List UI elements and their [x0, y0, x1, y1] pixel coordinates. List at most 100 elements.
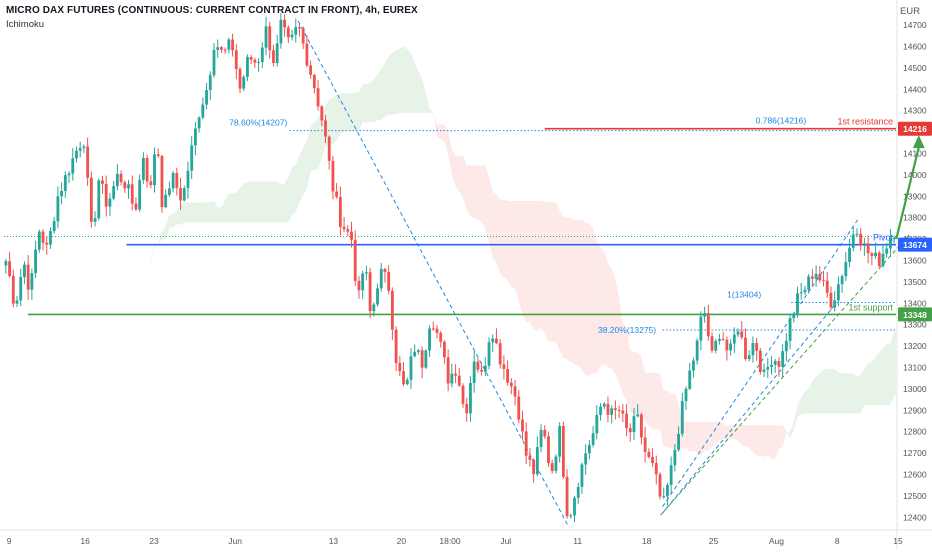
candle-body: [131, 184, 134, 203]
candle-body: [235, 50, 238, 69]
cloud-segment: [812, 376, 816, 413]
candle-body: [142, 158, 145, 180]
candle-body: [439, 333, 442, 342]
support-label: 1st support: [848, 302, 893, 312]
cloud-segment: [838, 373, 842, 413]
candle-body: [859, 234, 862, 246]
cloud-segment: [638, 352, 642, 418]
cloud-segment: [177, 206, 181, 224]
candle-body: [198, 118, 201, 129]
candle-body: [514, 386, 517, 396]
cloud-segment: [534, 201, 538, 330]
candle-body: [19, 277, 22, 300]
y-tick-label: 12600: [903, 470, 927, 480]
candle-body: [852, 234, 855, 247]
candle-body: [213, 50, 216, 75]
support-price-tag-text: 13348: [903, 310, 927, 320]
y-tick-label: 12400: [903, 512, 927, 522]
cloud-segment: [273, 181, 277, 222]
cloud-segment: [857, 374, 861, 413]
candle-body: [740, 331, 743, 337]
cloud-segment: [515, 201, 519, 300]
candle-body: [532, 460, 535, 474]
candle-body: [123, 182, 126, 188]
cloud-segment: [433, 112, 437, 137]
cloud-segment: [504, 199, 508, 280]
cloud-segment: [853, 373, 857, 413]
cloud-segment: [567, 217, 571, 361]
candle-body: [454, 374, 457, 376]
candle-body: [365, 272, 368, 273]
candle-body: [27, 265, 30, 290]
candle-body: [313, 75, 316, 88]
cloud-segment: [619, 298, 623, 395]
candle-body: [372, 304, 375, 311]
cloud-segment: [530, 201, 534, 329]
cloud-segment: [734, 425, 738, 441]
cloud-segment: [374, 74, 378, 122]
candle-body: [376, 288, 379, 304]
cloud-segment: [378, 69, 382, 120]
cloud-segment: [556, 202, 560, 350]
candle-body: [458, 376, 461, 386]
candle-body: [647, 452, 650, 457]
cloud-segment: [318, 112, 322, 170]
candle-body: [725, 340, 728, 351]
candle-body: [610, 408, 613, 414]
cloud-segment: [207, 202, 211, 222]
candle-body: [540, 430, 543, 447]
candle-body: [729, 344, 732, 351]
candle-body: [101, 180, 104, 183]
cloud-segment: [192, 203, 196, 223]
cloud-segment: [225, 193, 229, 222]
candle-body: [220, 47, 223, 49]
candle-body: [778, 361, 781, 367]
candle-body: [175, 173, 178, 188]
cloud-segment: [753, 425, 757, 455]
candle-body: [822, 280, 825, 281]
cloud-segment: [448, 130, 452, 175]
candle-body: [116, 174, 119, 186]
y-tick-label: 13500: [903, 277, 927, 287]
candle-body: [239, 69, 242, 89]
candle-body: [105, 184, 108, 207]
candle-body: [231, 39, 234, 50]
cloud-segment: [578, 220, 582, 370]
candle-body: [179, 188, 182, 200]
cloud-segment: [281, 184, 285, 223]
y-tick-label: 12700: [903, 448, 927, 458]
cloud-segment: [255, 181, 259, 222]
candle-body: [161, 156, 164, 207]
candle-body: [818, 274, 821, 280]
y-tick-label: 14400: [903, 84, 927, 94]
candle-body: [874, 253, 877, 256]
cloud-segment: [850, 373, 854, 413]
candle-body: [807, 276, 810, 289]
chart-title: MICRO DAX FUTURES (CONTINUOUS: CURRENT C…: [6, 5, 418, 16]
candle-body: [391, 291, 394, 330]
cloud-segment: [827, 369, 831, 414]
candle-body: [830, 293, 833, 308]
cloud-segment: [181, 203, 185, 225]
cloud-segment: [233, 193, 237, 222]
candle-body: [681, 401, 684, 434]
candle-body: [781, 351, 784, 367]
cloud-segment: [259, 181, 263, 222]
candle-body: [581, 464, 584, 486]
candle-body: [733, 335, 736, 344]
cloud-segment: [422, 79, 426, 112]
cloud-segment: [894, 330, 896, 396]
cloud-segment: [444, 125, 448, 154]
candle-body: [480, 370, 483, 372]
candle-body: [618, 410, 621, 411]
candle-body: [592, 433, 595, 445]
candle-body: [291, 35, 294, 38]
candle-body: [56, 196, 59, 221]
cloud-segment: [173, 210, 177, 227]
cloud-segment: [299, 147, 303, 202]
candle-body: [547, 436, 550, 463]
candle-body: [870, 253, 873, 256]
cloud-segment: [166, 215, 170, 240]
candle-body: [804, 290, 807, 293]
cloud-segment: [151, 245, 155, 262]
